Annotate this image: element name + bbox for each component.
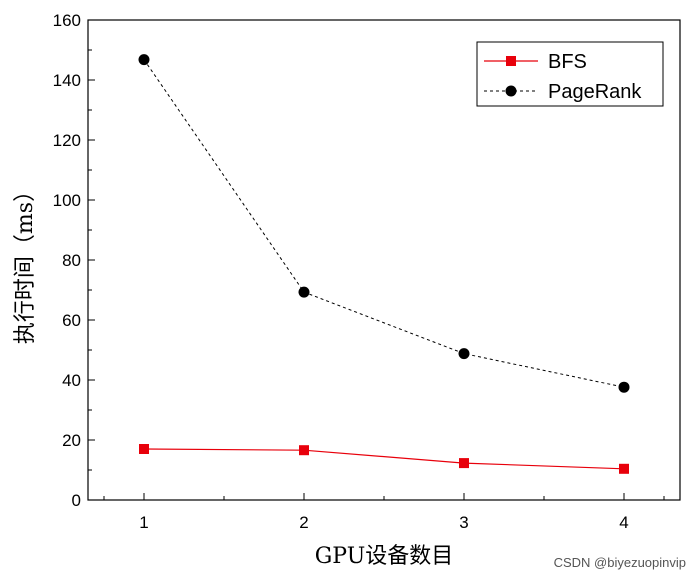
point-bfs-2 [299, 445, 309, 456]
y-axis-ticks: 0 20 40 60 80 100 120 140 160 [53, 11, 95, 510]
x-tick-label-1: 2 [299, 513, 308, 532]
point-bfs-1 [139, 444, 149, 454]
point-pagerank-3 [458, 348, 470, 360]
point-bfs-3 [459, 458, 469, 469]
legend-marker-pagerank [505, 85, 517, 97]
series-line-pagerank [143, 59, 625, 388]
y-tick-label-5: 100 [53, 191, 81, 210]
point-pagerank-4 [618, 381, 630, 393]
x-tick-label-2: 3 [459, 513, 468, 532]
y-tick-label-1: 20 [62, 431, 81, 450]
y-tick-label-2: 40 [62, 371, 81, 390]
y-tick-label-8: 160 [53, 11, 81, 30]
legend-label-bfs: BFS [548, 51, 587, 73]
x-axis-ticks: 1 2 3 4 [103, 493, 665, 532]
x-axis-title: GPU设备数目 [315, 544, 454, 569]
y-tick-label-3: 60 [62, 311, 81, 330]
legend-label-pagerank: PageRank [548, 81, 642, 103]
x-tick-label-0: 1 [139, 513, 148, 532]
point-bfs-4 [619, 463, 629, 474]
series-layer [138, 54, 630, 474]
point-pagerank-2 [298, 286, 310, 298]
y-tick-label-6: 120 [53, 131, 81, 150]
y-tick-label-0: 0 [72, 491, 81, 510]
y-axis-title: 执行时间（ms） [13, 180, 38, 344]
legend-marker-bfs [506, 56, 516, 66]
series-line-bfs [143, 448, 625, 470]
x-tick-label-3: 4 [619, 513, 628, 532]
point-pagerank-1 [138, 54, 150, 66]
legend: BFS PageRank [476, 41, 664, 107]
watermark-text: CSDN @biyezuopinvip [554, 555, 686, 570]
y-tick-label-4: 80 [62, 251, 81, 270]
y-tick-label-7: 140 [53, 71, 81, 90]
